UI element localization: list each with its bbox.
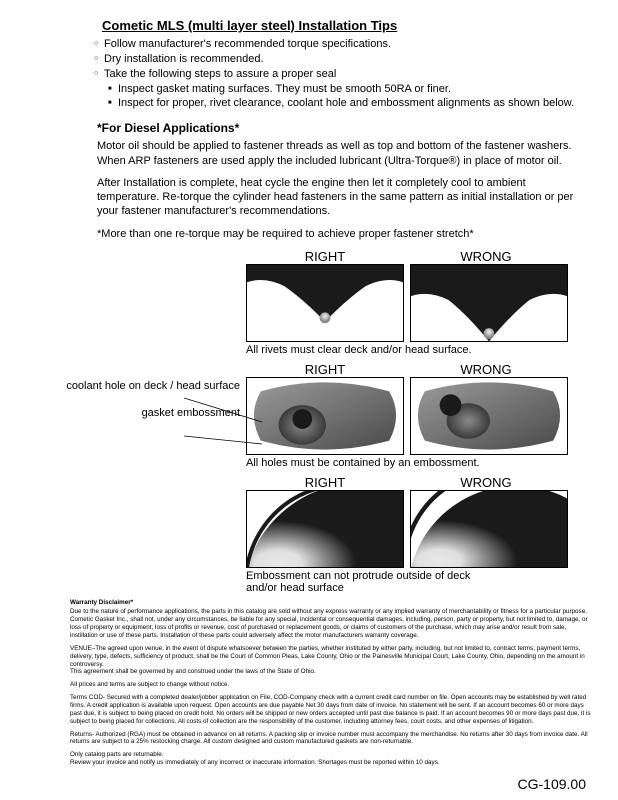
- footer-para: VENUE–The agreed upon venue, in the even…: [70, 645, 594, 676]
- warranty-head: Warranty Disclaimer*: [70, 599, 594, 607]
- footer-para: Terms COD- Secured with a completed deal…: [70, 694, 594, 725]
- diagram-protrude-wrong: [410, 490, 568, 568]
- page-number: CG-109.00: [518, 776, 586, 792]
- right-label: RIGHT: [246, 362, 404, 377]
- footer-para: All prices and terms are subject to chan…: [70, 681, 594, 689]
- right-label: RIGHT: [246, 475, 404, 490]
- footer-para: Returns- Authorized (RGA) must be obtain…: [70, 731, 594, 747]
- footer-para: Due to the nature of performance applica…: [70, 608, 594, 639]
- diagram-hole-right: [246, 377, 404, 455]
- caption-rivets: All rivets must clear deck and/or head s…: [246, 344, 568, 356]
- bullet-item: Follow manufacturer's recommended torque…: [94, 37, 594, 52]
- diagram-row-holes: coolant hole on deck / head surface gask…: [24, 362, 594, 475]
- diagram-rivet-wrong: [410, 264, 568, 342]
- sub-bullet-item: Inspect gasket mating surfaces. They mus…: [108, 82, 594, 97]
- wrong-label: WRONG: [404, 249, 568, 264]
- right-label: RIGHT: [246, 249, 404, 264]
- bullet-item: Dry installation is recommended.: [94, 52, 594, 67]
- page-title: Cometic MLS (multi layer steel) Installa…: [102, 18, 594, 33]
- wrong-label: WRONG: [404, 362, 568, 377]
- label-coolant: coolant hole on deck / head surface: [24, 380, 240, 393]
- label-emboss: gasket embossment: [24, 407, 240, 420]
- wrong-label: WRONG: [404, 475, 568, 490]
- diagram-hole-wrong: [410, 377, 568, 455]
- caption-protrude: Embossment can not protrude outside of d…: [246, 570, 496, 594]
- diagram-row-rivets: RIGHT WRONG: [24, 249, 594, 362]
- warranty-footer: Warranty Disclaimer* Due to the nature o…: [70, 599, 594, 772]
- diagram-row-protrude: RIGHT WRONG: [24, 475, 594, 600]
- diagram-protrude-right: [246, 490, 404, 568]
- paragraph: Motor oil should be applied to fastener …: [97, 139, 588, 168]
- diesel-heading: *For Diesel Applications*: [97, 121, 594, 135]
- diagram-rivet-right: [246, 264, 404, 342]
- caption-holes: All holes must be contained by an emboss…: [246, 457, 568, 469]
- paragraph: After Installation is complete, heat cyc…: [97, 176, 588, 219]
- paragraph: *More than one re-torque may be required…: [97, 227, 588, 241]
- bullet-item: Take the following steps to assure a pro…: [94, 67, 594, 82]
- sub-bullet-item: Inspect for proper, rivet clearance, coo…: [108, 96, 594, 111]
- footer-para: Only catalog parts are returnable.Review…: [70, 751, 594, 767]
- bullet-list: Follow manufacturer's recommended torque…: [94, 37, 594, 111]
